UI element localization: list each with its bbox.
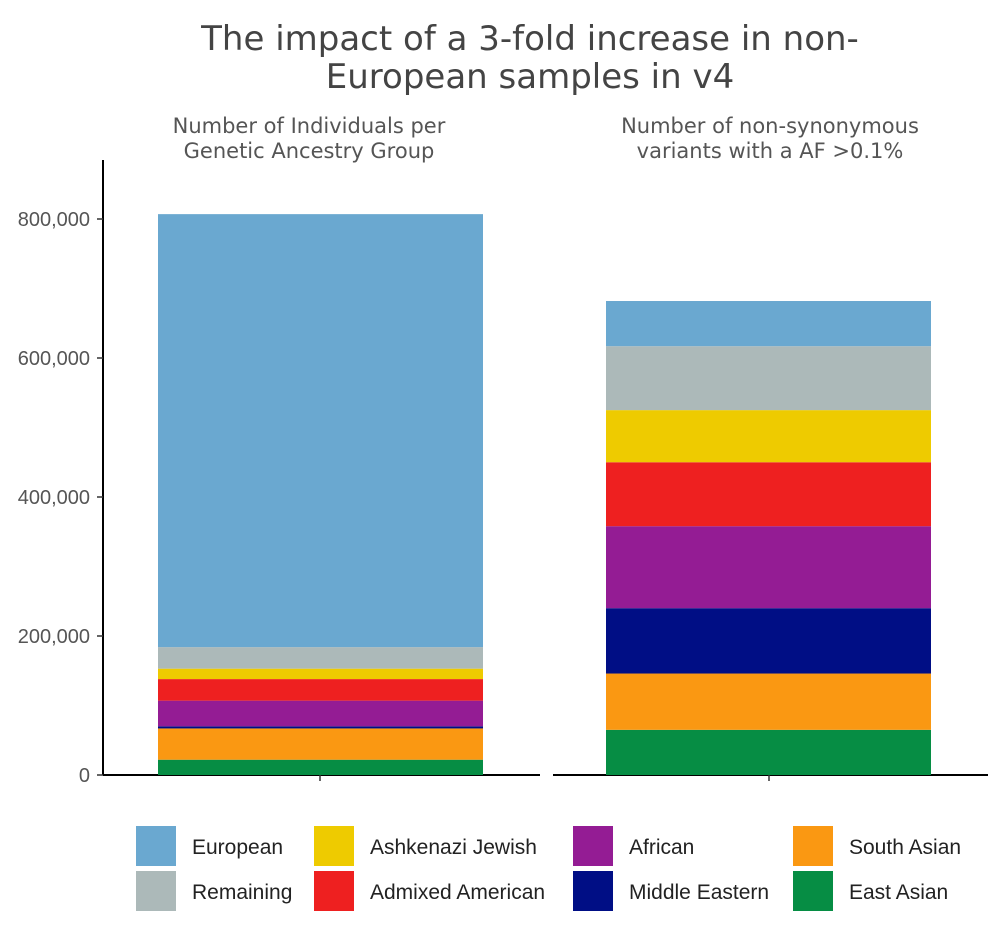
chart-title: The impact of a 3-fold increase in non- … — [200, 19, 859, 97]
bar-segment-middle-eastern — [606, 608, 931, 674]
legend-item-ashkenazi-jewish: Ashkenazi Jewish — [314, 826, 537, 866]
y-tick-label: 600,000 — [18, 348, 90, 370]
bar-segment-middle-eastern — [158, 726, 483, 729]
legend-swatch — [793, 871, 833, 911]
panel-2-title-line-2: variants with a AF >0.1% — [637, 139, 904, 163]
panel-1-title-line-1: Number of Individuals per — [173, 114, 446, 138]
bar-segment-south-asian — [158, 728, 483, 760]
legend-swatch — [793, 826, 833, 866]
y-tick-label: 400,000 — [18, 487, 90, 509]
legend-item-admixed-american: Admixed American — [314, 871, 545, 911]
legend-swatch — [136, 826, 176, 866]
y-tick-label: 800,000 — [18, 209, 90, 231]
legend-item-african: African — [573, 826, 694, 866]
legend-item-middle-eastern: Middle Eastern — [573, 871, 769, 911]
legend-swatch — [136, 871, 176, 911]
legend-label: Ashkenazi Jewish — [370, 836, 537, 859]
chart-title-line-1: The impact of a 3-fold increase in non- — [200, 19, 859, 59]
legend-item-remaining: Remaining — [136, 871, 292, 911]
legend: European Remaining Ashkenazi Jewish Admixed… — [136, 826, 961, 911]
legend-item-east-asian: East Asian — [793, 871, 948, 911]
panel-2-title-line-1: Number of non-synonymous — [621, 114, 919, 138]
bar-segment-east-asian — [158, 759, 483, 775]
bar-segment-admixed-american — [158, 679, 483, 701]
panel-1-bar — [158, 214, 483, 775]
panel-titles: Number of Individuals per Genetic Ancest… — [173, 114, 919, 163]
y-tick-label: 200,000 — [18, 626, 90, 648]
legend-label: African — [629, 836, 694, 859]
chart-title-line-2: European samples in v4 — [326, 57, 734, 97]
legend-label: Middle Eastern — [629, 881, 769, 904]
bar-segment-african — [158, 700, 483, 727]
legend-item-south-asian: South Asian — [793, 826, 961, 866]
legend-label: European — [192, 836, 283, 859]
legend-label: South Asian — [849, 836, 961, 859]
y-tick-label: 0 — [79, 765, 90, 787]
legend-swatch — [573, 871, 613, 911]
bar-segment-african — [606, 526, 931, 609]
bar-segment-remaining — [158, 647, 483, 669]
legend-label: Remaining — [192, 881, 292, 904]
bar-segment-admixed-american — [606, 462, 931, 527]
legend-swatch — [314, 826, 354, 866]
panel-1-title-line-2: Genetic Ancestry Group — [184, 139, 435, 163]
bar-segment-south-asian — [606, 673, 931, 730]
bar-segment-european — [158, 214, 483, 648]
bar-segment-european — [606, 301, 931, 347]
legend-label: Admixed American — [370, 881, 545, 904]
bar-segment-remaining — [606, 346, 931, 411]
bar-segment-ashkenazi-jewish — [158, 668, 483, 680]
legend-item-european: European — [136, 826, 283, 866]
panel-2-bar — [606, 301, 931, 775]
bar-segment-ashkenazi-jewish — [606, 410, 931, 463]
bars — [158, 214, 931, 775]
legend-swatch — [573, 826, 613, 866]
bar-segment-east-asian — [606, 729, 931, 775]
legend-label: East Asian — [849, 881, 948, 904]
legend-swatch — [314, 871, 354, 911]
